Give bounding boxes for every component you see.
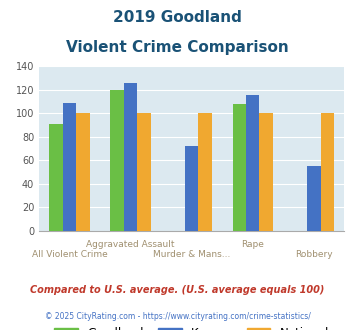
Bar — [124, 82, 137, 231]
Bar — [260, 113, 273, 231]
Text: © 2025 CityRating.com - https://www.cityrating.com/crime-statistics/: © 2025 CityRating.com - https://www.city… — [45, 312, 310, 321]
Text: All Violent Crime: All Violent Crime — [32, 250, 108, 259]
Bar — [246, 95, 260, 231]
Bar — [321, 113, 334, 231]
Text: Compared to U.S. average. (U.S. average equals 100): Compared to U.S. average. (U.S. average … — [30, 285, 325, 295]
Bar — [137, 113, 151, 231]
Bar — [110, 89, 124, 231]
Text: 2019 Goodland: 2019 Goodland — [113, 10, 242, 25]
Legend: Goodland, Kansas, National: Goodland, Kansas, National — [49, 323, 334, 330]
Text: Robbery: Robbery — [295, 250, 333, 259]
Text: Rape: Rape — [241, 241, 264, 249]
Text: Violent Crime Comparison: Violent Crime Comparison — [66, 40, 289, 54]
Bar — [63, 103, 76, 231]
Bar — [185, 146, 198, 231]
Bar — [233, 104, 246, 231]
Bar — [76, 113, 90, 231]
Bar — [49, 124, 63, 231]
Bar — [307, 166, 321, 231]
Text: Murder & Mans...: Murder & Mans... — [153, 250, 230, 259]
Bar — [198, 113, 212, 231]
Text: Aggravated Assault: Aggravated Assault — [86, 241, 175, 249]
